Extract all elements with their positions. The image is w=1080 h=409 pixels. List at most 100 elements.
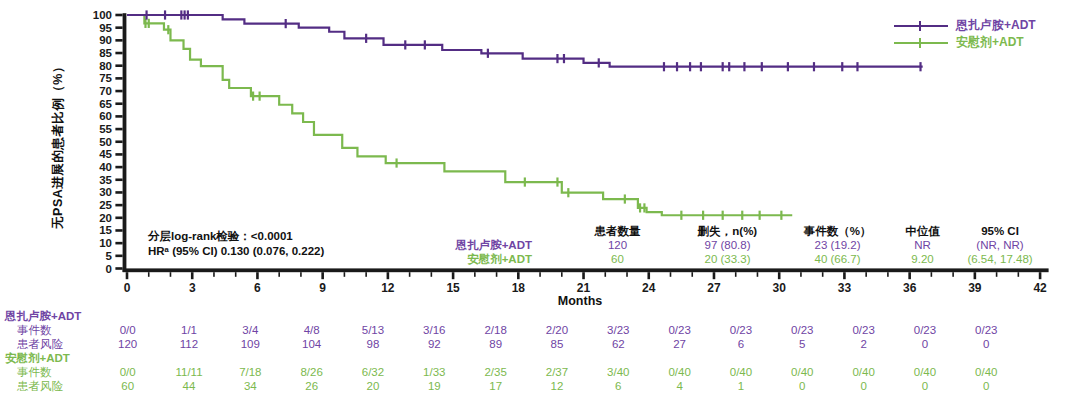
y-tick-label: 85: [99, 47, 112, 59]
y-tick: [115, 140, 122, 143]
y-tick: [115, 204, 122, 207]
x-tick-major: [1039, 272, 1042, 279]
risk-value: 2/37: [526, 365, 587, 379]
y-tick-label: 45: [99, 148, 112, 160]
risk-value: 0/23: [894, 323, 955, 337]
y-tick: [115, 90, 122, 93]
y-tick-label: 75: [99, 72, 112, 84]
y-tick-label: 80: [99, 60, 112, 72]
risk-value: 19: [404, 379, 465, 393]
x-tick-major: [843, 272, 846, 279]
legend-line-icon: [894, 37, 948, 49]
y-axis-line: [123, 13, 127, 272]
y-tick-label: 50: [99, 136, 112, 148]
risk-data-row: 患者风险12011210910498928985622765200: [0, 337, 1020, 351]
y-tick-label: 25: [99, 199, 112, 211]
x-tick-major: [517, 272, 520, 279]
summary-value-cell: 97 (80.8): [670, 238, 785, 252]
summary-row-label-enzalutamide: 恩扎卢胺+ADT: [420, 238, 532, 252]
y-tick: [115, 242, 122, 245]
x-tick-major: [974, 272, 977, 279]
risk-value: 4/8: [281, 323, 342, 337]
x-tick-minor: [735, 272, 737, 277]
y-tick: [115, 191, 122, 194]
legend-line-icon: [894, 20, 948, 32]
risk-value: 0: [894, 379, 955, 393]
x-tick-minor: [1018, 272, 1020, 277]
risk-row-label: 事件数: [0, 323, 97, 337]
x-tick-label: 12: [381, 281, 395, 295]
risk-value: 6: [710, 337, 771, 351]
risk-value: 104: [281, 337, 342, 351]
risk-value: 2/35: [465, 365, 526, 379]
x-tick-major: [778, 272, 781, 279]
x-tick-major: [908, 272, 911, 279]
summary-row-placebo: 6020 (33.3)40 (66.7)9.20(6.54, 17.48): [565, 252, 1045, 266]
y-tick-label: 100: [93, 9, 112, 21]
x-tick-label: 27: [707, 281, 721, 295]
y-tick: [115, 128, 122, 131]
x-tick-major: [647, 272, 650, 279]
y-tick-label: 90: [99, 34, 112, 46]
y-tick: [115, 14, 122, 17]
km-curve-安慰剂+ADT: [127, 15, 792, 215]
y-tick-label: 60: [99, 110, 112, 122]
censor-tick-icon: [919, 38, 921, 48]
y-tick-label: 65: [99, 98, 112, 110]
summary-value-cell: (6.54, 17.48): [955, 252, 1045, 266]
y-tick: [115, 178, 122, 181]
risk-value: 0/23: [772, 323, 833, 337]
x-tick-minor: [431, 272, 433, 277]
risk-value: 3/16: [404, 323, 465, 337]
summary-row-label-placebo: 安慰剂+ADT: [420, 252, 532, 266]
x-tick-label: 0: [124, 281, 131, 295]
x-tick-minor: [496, 272, 498, 277]
risk-value: 17: [465, 379, 526, 393]
x-tick-label: 9: [319, 281, 326, 295]
summary-header-row: 患者数量删失，n(%)事件数（%）中位值95% CI: [565, 224, 1045, 238]
risk-value: 2/20: [526, 323, 587, 337]
summary-header-cell: 中位值: [890, 224, 955, 238]
y-tick: [115, 77, 122, 80]
y-tick-label: 55: [99, 123, 112, 135]
risk-value: 0/40: [772, 365, 833, 379]
risk-value: 8/26: [281, 365, 342, 379]
risk-group-label: 安慰剂+ADT: [0, 351, 97, 365]
y-tick-label: 95: [99, 22, 112, 34]
x-axis-title: Months: [520, 294, 640, 308]
summary-value-cell: (NR, NR): [955, 238, 1045, 252]
risk-value: 0/40: [894, 365, 955, 379]
censor-tick-icon: [919, 21, 921, 31]
y-tick-label: 0: [106, 263, 112, 275]
x-tick-major: [256, 272, 259, 279]
risk-value: 112: [158, 337, 219, 351]
y-tick: [115, 217, 122, 220]
y-tick: [115, 229, 122, 232]
legend: 恩扎卢胺+ADT 安慰剂+ADT: [894, 17, 1036, 51]
risk-value: 0/0: [97, 323, 158, 337]
risk-value: 109: [220, 337, 281, 351]
x-tick-minor: [670, 272, 672, 277]
risk-data-row: 事件数0/01/13/44/85/133/162/182/203/230/230…: [0, 323, 1020, 337]
summary-row-labels: 恩扎卢胺+ADT 安慰剂+ADT: [420, 238, 532, 266]
summary-header-cell: 95% CI: [955, 224, 1045, 238]
x-tick-label: 42: [1033, 281, 1047, 295]
risk-row-label: 事件数: [0, 365, 97, 379]
risk-group-label: 恩扎卢胺+ADT: [0, 309, 97, 323]
x-tick-minor: [213, 272, 215, 277]
risk-value: 0/40: [956, 365, 1017, 379]
risk-value: 6/32: [342, 365, 403, 379]
risk-value: 0/23: [710, 323, 771, 337]
x-tick-minor: [757, 272, 759, 277]
y-tick-label: 30: [99, 186, 112, 198]
risk-value: 44: [158, 379, 219, 393]
risk-value: 11/11: [158, 365, 219, 379]
x-tick-minor: [235, 272, 237, 277]
x-tick-major: [321, 272, 324, 279]
summary-value-cell: 9.20: [890, 252, 955, 266]
x-tick-major: [126, 272, 129, 279]
x-tick-minor: [300, 272, 302, 277]
y-tick: [115, 166, 122, 169]
summary-header-cell: 患者数量: [565, 224, 670, 238]
risk-value: 0/23: [833, 323, 894, 337]
